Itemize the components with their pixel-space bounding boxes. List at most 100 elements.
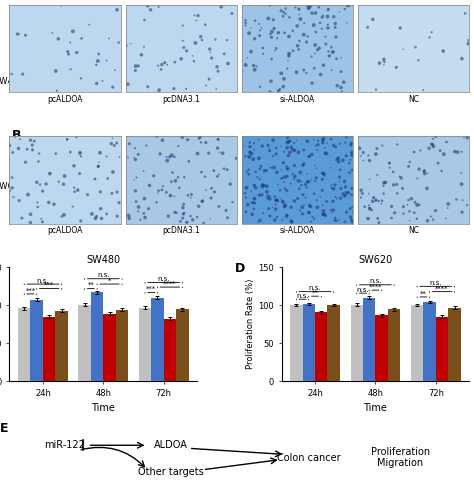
Point — [179, 210, 187, 218]
Point — [255, 191, 263, 199]
Point — [440, 150, 447, 158]
Point — [134, 208, 142, 216]
Point — [24, 191, 32, 198]
Point — [406, 158, 414, 166]
Point — [36, 181, 44, 189]
Bar — [350, 304, 363, 381]
Point — [247, 188, 255, 195]
Point — [312, 28, 319, 36]
Point — [159, 136, 166, 144]
Point — [61, 172, 68, 180]
Point — [330, 185, 337, 193]
Point — [283, 144, 291, 152]
Point — [266, 212, 274, 220]
Point — [67, 147, 74, 155]
Point — [284, 165, 292, 173]
Point — [330, 141, 337, 149]
Point — [425, 144, 433, 152]
Point — [336, 166, 343, 174]
Point — [9, 184, 16, 192]
Point — [116, 153, 123, 161]
Point — [218, 3, 225, 11]
Point — [264, 141, 272, 149]
Point — [258, 191, 266, 199]
Point — [179, 204, 187, 212]
Point — [372, 150, 380, 158]
Point — [144, 83, 152, 91]
Point — [250, 139, 257, 147]
Point — [242, 19, 249, 27]
Point — [295, 11, 303, 19]
Bar — [328, 305, 340, 381]
Point — [329, 197, 337, 205]
Point — [115, 199, 123, 207]
Point — [124, 154, 132, 162]
Point — [184, 136, 191, 144]
Point — [220, 165, 228, 173]
Point — [153, 198, 161, 206]
X-axis label: Time: Time — [91, 403, 115, 413]
Point — [341, 192, 348, 200]
Point — [258, 24, 265, 32]
Point — [270, 16, 277, 24]
Point — [281, 29, 288, 37]
Point — [179, 37, 186, 45]
Point — [205, 149, 212, 157]
Point — [180, 44, 188, 52]
Point — [300, 30, 308, 38]
Point — [155, 187, 162, 194]
Point — [58, 213, 66, 220]
Point — [312, 9, 319, 17]
Point — [266, 30, 274, 38]
Point — [310, 64, 318, 72]
Point — [380, 179, 388, 187]
Point — [320, 61, 328, 69]
Point — [255, 154, 263, 162]
Point — [145, 205, 152, 213]
Point — [184, 191, 192, 199]
Point — [55, 35, 62, 43]
Point — [324, 13, 331, 21]
Point — [248, 150, 256, 158]
Point — [325, 24, 333, 32]
Point — [291, 139, 298, 147]
Point — [365, 190, 373, 197]
Point — [340, 78, 347, 86]
Point — [280, 178, 288, 186]
Point — [93, 213, 100, 220]
Point — [271, 216, 279, 224]
Point — [347, 216, 355, 224]
Point — [288, 218, 296, 226]
Point — [35, 158, 42, 165]
Point — [15, 144, 22, 152]
Point — [259, 183, 266, 191]
Point — [406, 207, 413, 215]
Point — [263, 166, 271, 174]
Point — [283, 187, 291, 194]
Point — [104, 175, 111, 183]
Point — [464, 134, 471, 141]
Point — [70, 162, 78, 170]
Point — [14, 30, 21, 38]
Point — [250, 62, 257, 70]
Point — [317, 193, 324, 201]
Point — [292, 136, 300, 144]
Point — [94, 57, 101, 65]
Point — [465, 36, 473, 44]
Point — [303, 184, 310, 191]
Point — [73, 134, 80, 141]
Point — [132, 198, 140, 206]
Point — [16, 136, 24, 143]
Point — [266, 192, 274, 200]
Point — [274, 197, 282, 205]
Point — [95, 50, 102, 58]
Point — [255, 20, 263, 28]
Point — [69, 27, 77, 35]
Point — [252, 184, 259, 191]
Point — [257, 163, 264, 170]
Point — [458, 148, 465, 156]
X-axis label: pcALDOA: pcALDOA — [47, 95, 83, 104]
Point — [280, 159, 287, 166]
Point — [326, 52, 333, 60]
Point — [30, 137, 38, 145]
